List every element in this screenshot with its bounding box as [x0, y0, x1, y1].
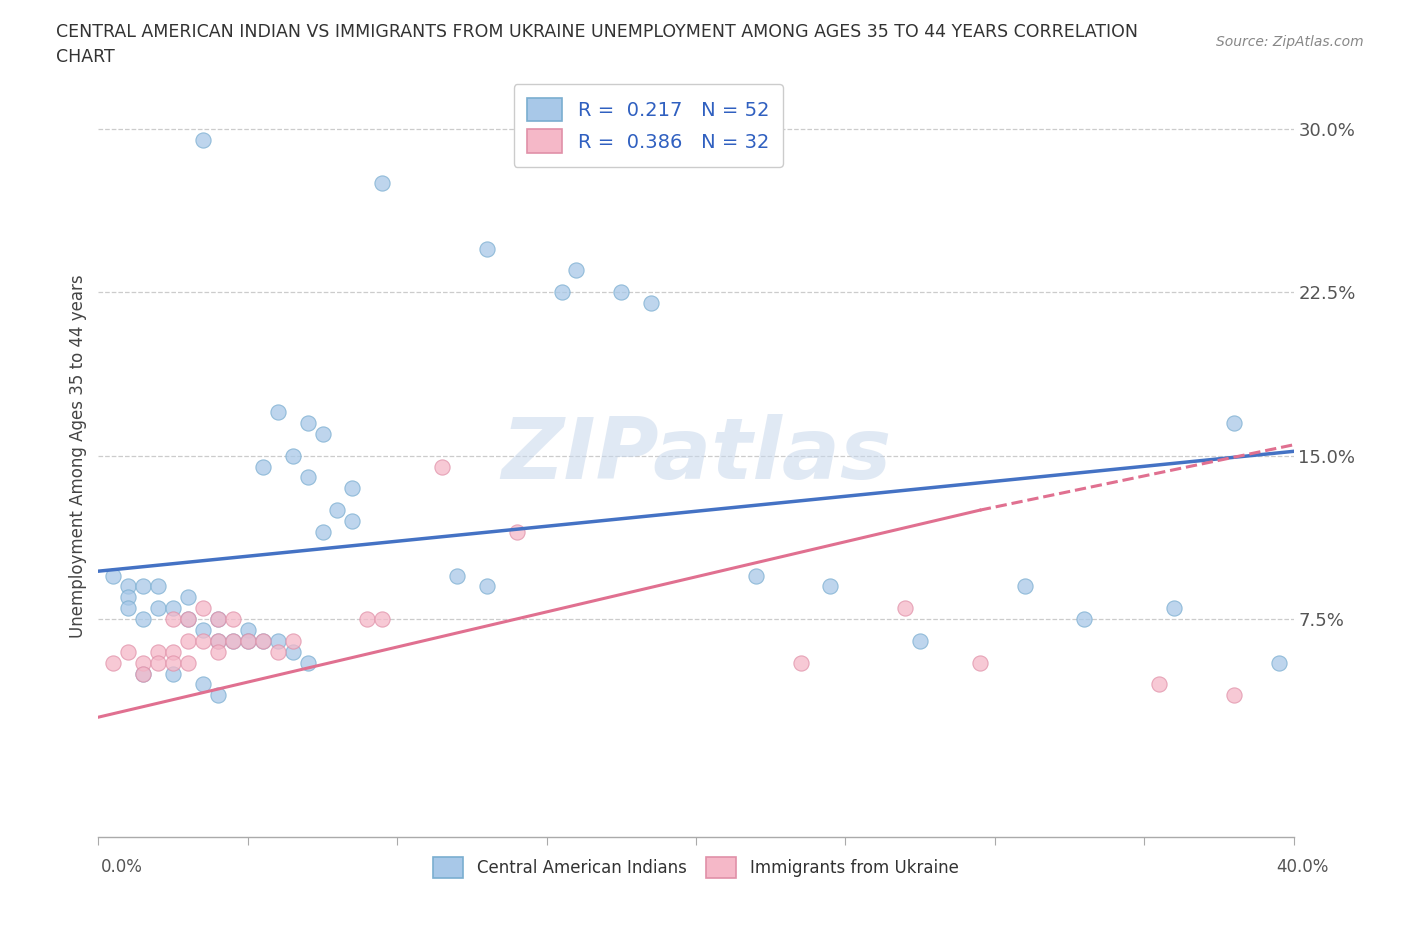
Point	[117, 644, 139, 659]
Point	[117, 601, 139, 616]
Point	[1147, 677, 1170, 692]
Point	[222, 612, 245, 627]
Point	[191, 132, 214, 147]
Point	[177, 612, 200, 627]
Point	[132, 579, 155, 594]
Point	[371, 176, 394, 191]
Point	[177, 612, 200, 627]
Point	[207, 688, 229, 703]
Point	[356, 612, 378, 627]
Point	[207, 633, 229, 648]
Point	[148, 579, 170, 594]
Point	[430, 459, 453, 474]
Point	[117, 590, 139, 604]
Point	[236, 633, 259, 648]
Point	[148, 601, 170, 616]
Text: 40.0%: 40.0%	[1277, 857, 1329, 876]
Point	[132, 666, 155, 681]
Point	[820, 579, 842, 594]
Point	[191, 601, 214, 616]
Point	[342, 481, 364, 496]
Point	[281, 633, 304, 648]
Point	[311, 427, 333, 442]
Point	[132, 612, 155, 627]
Point	[1014, 579, 1036, 594]
Point	[446, 568, 468, 583]
Point	[789, 656, 811, 671]
Point	[894, 601, 917, 616]
Point	[207, 612, 229, 627]
Point	[297, 416, 319, 431]
Point	[908, 633, 931, 648]
Point	[103, 568, 125, 583]
Point	[191, 622, 214, 637]
Point	[177, 656, 200, 671]
Point	[311, 525, 333, 539]
Point	[162, 666, 184, 681]
Point	[162, 644, 184, 659]
Point	[297, 470, 319, 485]
Point	[745, 568, 768, 583]
Point	[550, 285, 572, 299]
Point	[117, 579, 139, 594]
Text: ZIPatlas: ZIPatlas	[501, 414, 891, 498]
Point	[297, 656, 319, 671]
Point	[177, 590, 200, 604]
Point	[222, 633, 245, 648]
Point	[1267, 656, 1289, 671]
Point	[506, 525, 529, 539]
Point	[191, 633, 214, 648]
Point	[252, 633, 274, 648]
Point	[267, 644, 290, 659]
Point	[162, 656, 184, 671]
Point	[236, 622, 259, 637]
Point	[132, 656, 155, 671]
Legend: Central American Indians, Immigrants from Ukraine: Central American Indians, Immigrants fro…	[425, 849, 967, 886]
Point	[148, 644, 170, 659]
Point	[281, 644, 304, 659]
Point	[207, 644, 229, 659]
Point	[207, 633, 229, 648]
Point	[342, 513, 364, 528]
Point	[371, 612, 394, 627]
Text: 0.0%: 0.0%	[101, 857, 143, 876]
Point	[148, 656, 170, 671]
Point	[207, 612, 229, 627]
Point	[267, 633, 290, 648]
Point	[1073, 612, 1095, 627]
Point	[222, 633, 245, 648]
Point	[132, 666, 155, 681]
Text: Source: ZipAtlas.com: Source: ZipAtlas.com	[1216, 35, 1364, 49]
Point	[475, 579, 498, 594]
Point	[252, 633, 274, 648]
Point	[475, 241, 498, 256]
Point	[640, 296, 662, 311]
Point	[326, 503, 349, 518]
Point	[565, 263, 588, 278]
Point	[1223, 416, 1246, 431]
Point	[610, 285, 633, 299]
Point	[969, 656, 991, 671]
Point	[252, 459, 274, 474]
Point	[191, 677, 214, 692]
Point	[162, 601, 184, 616]
Point	[236, 633, 259, 648]
Point	[267, 405, 290, 419]
Y-axis label: Unemployment Among Ages 35 to 44 years: Unemployment Among Ages 35 to 44 years	[69, 274, 87, 637]
Point	[103, 656, 125, 671]
Point	[177, 633, 200, 648]
Text: CENTRAL AMERICAN INDIAN VS IMMIGRANTS FROM UKRAINE UNEMPLOYMENT AMONG AGES 35 TO: CENTRAL AMERICAN INDIAN VS IMMIGRANTS FR…	[56, 23, 1139, 41]
Point	[1223, 688, 1246, 703]
Point	[162, 612, 184, 627]
Point	[1163, 601, 1185, 616]
Text: CHART: CHART	[56, 48, 115, 66]
Point	[281, 448, 304, 463]
